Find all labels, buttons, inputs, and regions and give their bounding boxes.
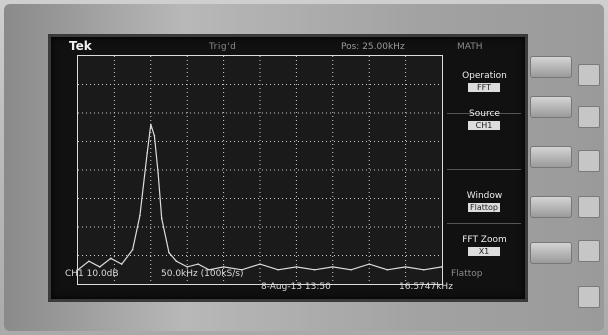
- fft-point: [139, 214, 141, 217]
- window-status: Flattop: [451, 269, 483, 279]
- channel-scale-readout: CH1 10.0dB: [65, 269, 119, 279]
- bezel-knob[interactable]: [530, 146, 572, 168]
- operation-label: Operation: [462, 71, 507, 81]
- fft-point: [313, 269, 316, 271]
- fft-point: [160, 217, 163, 220]
- fft-point: [78, 269, 79, 271]
- fft-point: [99, 266, 101, 268]
- fft-point: [386, 269, 389, 271]
- fft-point: [368, 263, 371, 265]
- date-time-readout: 8-Aug-13 13:50: [261, 282, 331, 292]
- fft-point: [186, 266, 188, 268]
- bezel-knob[interactable]: [530, 56, 572, 78]
- side-button-6[interactable]: [578, 286, 600, 308]
- fft-point: [110, 257, 112, 260]
- fft-zoom-value: X1: [468, 247, 500, 256]
- side-button-4[interactable]: [578, 196, 600, 218]
- brand-label: Tek: [69, 39, 92, 53]
- fft-point: [175, 260, 178, 262]
- fft-point: [131, 249, 134, 251]
- source-value: CH1: [468, 121, 500, 130]
- menu-divider: [447, 113, 521, 114]
- fft-plot: [78, 56, 442, 284]
- graticule: [77, 55, 443, 285]
- source-label: Source: [469, 109, 500, 119]
- fft-point: [332, 266, 334, 268]
- side-button-5[interactable]: [578, 240, 600, 262]
- window-label: Window: [466, 191, 503, 201]
- menu-fft-zoom[interactable]: FFT Zoom X1: [444, 229, 525, 275]
- position-readout: Pos: 25.00kHz: [341, 42, 405, 52]
- fft-point: [259, 263, 261, 265]
- fft-zoom-label: FFT Zoom: [462, 235, 507, 245]
- menu-operation[interactable]: Operation FFT: [444, 65, 525, 111]
- fft-point: [168, 251, 170, 254]
- menu-divider: [447, 169, 521, 170]
- menu-window[interactable]: Window Flattop: [444, 185, 525, 231]
- fft-point: [441, 266, 442, 268]
- fft-point: [153, 135, 156, 137]
- menu-divider: [447, 223, 521, 224]
- side-button-2[interactable]: [578, 106, 600, 128]
- fft-point: [350, 269, 352, 271]
- fft-point: [241, 269, 243, 271]
- span-readout: 50.0kHz (100kS/s): [161, 269, 244, 279]
- fft-point: [404, 266, 407, 268]
- fft-point: [277, 269, 279, 271]
- fft-point: [423, 269, 425, 271]
- menu-source[interactable]: Source CH1: [444, 103, 525, 149]
- fft-point: [222, 266, 225, 268]
- oscilloscope-screen: Tek Trig'd Pos: 25.00kHz MATH Operation …: [48, 34, 528, 302]
- fft-point: [150, 123, 152, 126]
- operation-value: FFT: [468, 83, 500, 92]
- bezel-knob[interactable]: [530, 196, 572, 218]
- fft-point: [208, 269, 210, 271]
- frequency-readout: 16.5747kHz: [399, 282, 453, 292]
- side-button-1[interactable]: [578, 64, 600, 86]
- side-button-3[interactable]: [578, 150, 600, 172]
- fft-point: [295, 266, 298, 268]
- fft-point: [146, 152, 148, 154]
- bezel-knob[interactable]: [530, 96, 572, 118]
- fft-point: [197, 263, 199, 265]
- trigger-status: Trig'd: [209, 42, 237, 52]
- fft-trace: [78, 124, 442, 271]
- menu-title: MATH: [457, 42, 483, 52]
- window-value: Flattop: [468, 203, 500, 212]
- fft-point: [88, 260, 90, 262]
- fft-point: [157, 172, 159, 174]
- bezel-knob[interactable]: [530, 242, 572, 264]
- fft-point: [120, 263, 123, 265]
